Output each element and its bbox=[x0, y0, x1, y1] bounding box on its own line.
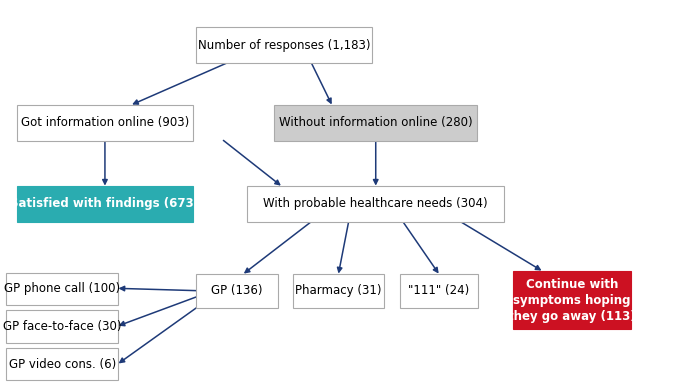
Text: GP (136): GP (136) bbox=[211, 284, 263, 297]
Text: GP video cons. (6): GP video cons. (6) bbox=[9, 358, 116, 371]
Text: Without information online (280): Without information online (280) bbox=[279, 116, 473, 129]
FancyBboxPatch shape bbox=[293, 274, 385, 308]
FancyBboxPatch shape bbox=[17, 186, 193, 222]
Text: Pharmacy (31): Pharmacy (31) bbox=[295, 284, 382, 297]
Text: Satisfied with findings (673): Satisfied with findings (673) bbox=[10, 198, 200, 210]
FancyBboxPatch shape bbox=[513, 271, 631, 329]
FancyBboxPatch shape bbox=[196, 27, 372, 63]
FancyBboxPatch shape bbox=[274, 105, 477, 141]
Text: GP phone call (100): GP phone call (100) bbox=[4, 282, 121, 295]
FancyBboxPatch shape bbox=[6, 273, 118, 305]
FancyBboxPatch shape bbox=[247, 186, 504, 222]
Text: Got information online (903): Got information online (903) bbox=[21, 116, 189, 129]
FancyBboxPatch shape bbox=[17, 105, 193, 141]
FancyBboxPatch shape bbox=[399, 274, 478, 308]
Text: With probable healthcare needs (304): With probable healthcare needs (304) bbox=[263, 198, 488, 210]
Text: Continue with
symptoms hoping
they go away (113): Continue with symptoms hoping they go aw… bbox=[508, 278, 636, 323]
Text: Number of responses (1,183): Number of responses (1,183) bbox=[198, 39, 370, 52]
Text: GP face-to-face (30): GP face-to-face (30) bbox=[3, 320, 122, 333]
FancyBboxPatch shape bbox=[196, 274, 278, 308]
Text: "111" (24): "111" (24) bbox=[408, 284, 469, 297]
FancyBboxPatch shape bbox=[6, 310, 118, 343]
FancyBboxPatch shape bbox=[6, 348, 118, 380]
